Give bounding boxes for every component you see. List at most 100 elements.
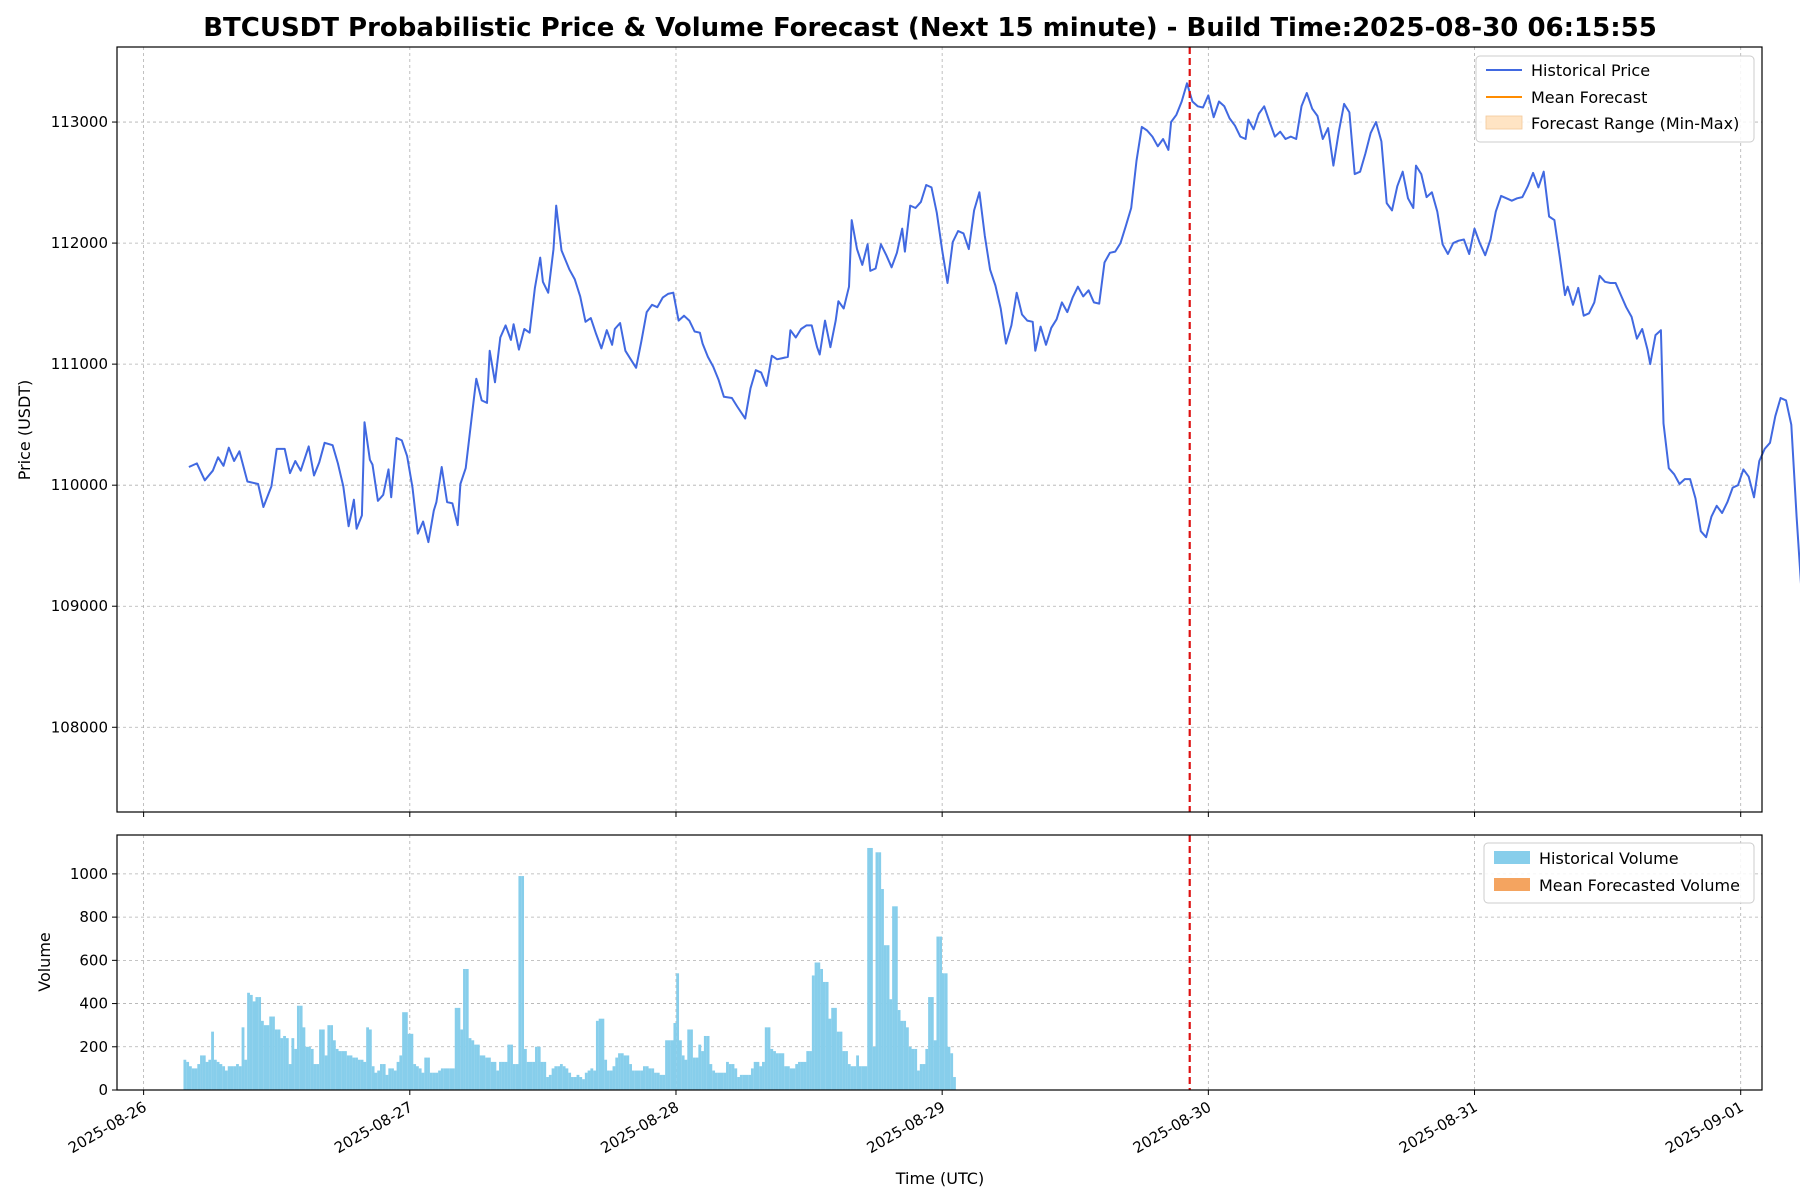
historical-volume-bar — [479, 1055, 483, 1090]
historical-volume-bar — [399, 1055, 403, 1090]
historical-volume-bar — [590, 1068, 594, 1090]
historical-volume-bar — [889, 999, 893, 1090]
historical-volume-bar — [634, 1070, 638, 1090]
historical-volume-bar — [429, 1072, 433, 1090]
historical-volume-bar — [858, 1066, 862, 1090]
historical-volume-bar — [258, 997, 262, 1090]
legend-label-forecast-range: Forecast Range (Min-Max) — [1531, 114, 1739, 133]
historical-volume-bar — [612, 1066, 616, 1090]
historical-volume-bar — [950, 1053, 954, 1090]
historical-volume-bar — [385, 1074, 389, 1090]
x-tick-label: 2025-08-28 — [597, 1098, 682, 1157]
volume-y-tick-label: 0 — [98, 1081, 108, 1099]
historical-volume-bar — [825, 981, 829, 1090]
historical-volume-bar — [936, 936, 940, 1090]
historical-price-line — [188, 82, 1800, 585]
historical-volume-bar — [800, 1061, 804, 1090]
historical-volume-bar — [809, 1051, 812, 1090]
historical-volume-bar — [919, 1064, 923, 1090]
historical-volume-bar — [607, 1070, 610, 1090]
price-series-lines — [188, 82, 1800, 585]
historical-volume-bar — [487, 1057, 491, 1090]
historical-volume-bar — [260, 1020, 264, 1090]
historical-volume-bar — [463, 968, 466, 1090]
historical-volume-bar — [482, 1055, 486, 1090]
historical-volume-bar — [676, 973, 680, 1090]
historical-volume-bar — [654, 1072, 657, 1090]
historical-volume-bar — [551, 1068, 555, 1090]
historical-volume-bar — [701, 1051, 704, 1090]
historical-volume-bar — [540, 1061, 544, 1090]
historical-volume-bar — [595, 1020, 599, 1090]
historical-volume-bar — [911, 1048, 915, 1090]
historical-volume-bar — [255, 997, 259, 1090]
historical-volume-bar — [734, 1068, 738, 1090]
historical-volume-bar — [272, 1016, 275, 1090]
historical-volume-bar — [344, 1051, 347, 1090]
historical-volume-bar — [944, 973, 948, 1090]
historical-volume-bar — [720, 1072, 724, 1090]
historical-volume-bar — [485, 1057, 489, 1090]
historical-volume-bar — [673, 1023, 677, 1090]
historical-volume-bar — [941, 973, 945, 1090]
legend-label-mean-forecast: Mean Forecast — [1531, 88, 1647, 107]
x-axis-label: Time (UTC) — [895, 1169, 984, 1188]
historical-volume-bar — [573, 1077, 577, 1090]
historical-volume-bar — [291, 1038, 295, 1090]
price-grid — [117, 47, 1762, 812]
historical-volume-bar — [377, 1070, 381, 1090]
historical-volume-bar — [706, 1035, 710, 1090]
historical-volume-bar — [712, 1070, 716, 1090]
historical-volume-bar — [454, 1007, 458, 1090]
historical-volume-bar — [302, 1027, 306, 1090]
price-y-tick-label: 113000 — [51, 113, 108, 131]
price-y-tick-label: 108000 — [51, 718, 108, 736]
historical-volume-bar — [363, 1061, 367, 1090]
historical-volume-bar — [554, 1066, 558, 1090]
historical-volume-bar — [443, 1068, 447, 1090]
historical-volume-bar — [864, 1066, 868, 1090]
historical-volume-bar — [310, 1048, 314, 1090]
historical-volume-bar — [822, 981, 826, 1090]
historical-volume-bar — [847, 1064, 851, 1090]
historical-volume-bar — [319, 1029, 322, 1090]
historical-volume-bar — [224, 1070, 228, 1090]
historical-volume-bar — [427, 1057, 430, 1090]
historical-volume-bar — [338, 1051, 342, 1090]
historical-volume-bar — [183, 1059, 187, 1090]
historical-volume-bar — [321, 1029, 325, 1090]
historical-volume-bar — [407, 1033, 411, 1090]
historical-volume-bar — [493, 1061, 497, 1090]
historical-volume-bar — [233, 1066, 237, 1090]
historical-volume-bar — [230, 1066, 234, 1090]
historical-volume-bar — [836, 1031, 840, 1090]
historical-volume-bar — [856, 1055, 859, 1090]
historical-volume-bar — [883, 945, 887, 1090]
historical-volume-bar — [546, 1077, 549, 1090]
historical-volume-bar — [532, 1061, 536, 1090]
historical-volume-bar — [601, 1018, 605, 1090]
historical-volume-bar — [917, 1070, 920, 1090]
historical-volume-bar — [728, 1064, 732, 1090]
historical-volume-bar — [642, 1066, 646, 1090]
historical-volume-bar — [357, 1059, 361, 1090]
historical-volume-bar — [236, 1064, 239, 1090]
historical-volume-bar — [690, 1029, 693, 1090]
historical-volume-bar — [410, 1033, 414, 1090]
historical-volume-bar — [803, 1061, 807, 1090]
historical-volume-bar — [535, 1046, 538, 1090]
historical-volume-bar — [798, 1061, 801, 1090]
historical-volume-bar — [205, 1061, 209, 1090]
historical-volume-bar — [651, 1068, 655, 1090]
historical-volume-bar — [618, 1053, 621, 1090]
volume-y-tick-label: 1000 — [70, 865, 108, 883]
historical-volume-bar — [559, 1064, 563, 1090]
historical-volume-bar — [750, 1068, 754, 1090]
historical-volume-bar — [476, 1044, 480, 1090]
historical-volume-bar — [648, 1068, 652, 1090]
historical-volume-bar — [753, 1061, 757, 1090]
historical-volume-bar — [308, 1046, 311, 1090]
price-y-ticks: 108000 109000 110000 111000 112000 113000 — [51, 113, 117, 736]
historical-volume-bar — [670, 1040, 674, 1090]
historical-volume-bar — [881, 889, 884, 1090]
